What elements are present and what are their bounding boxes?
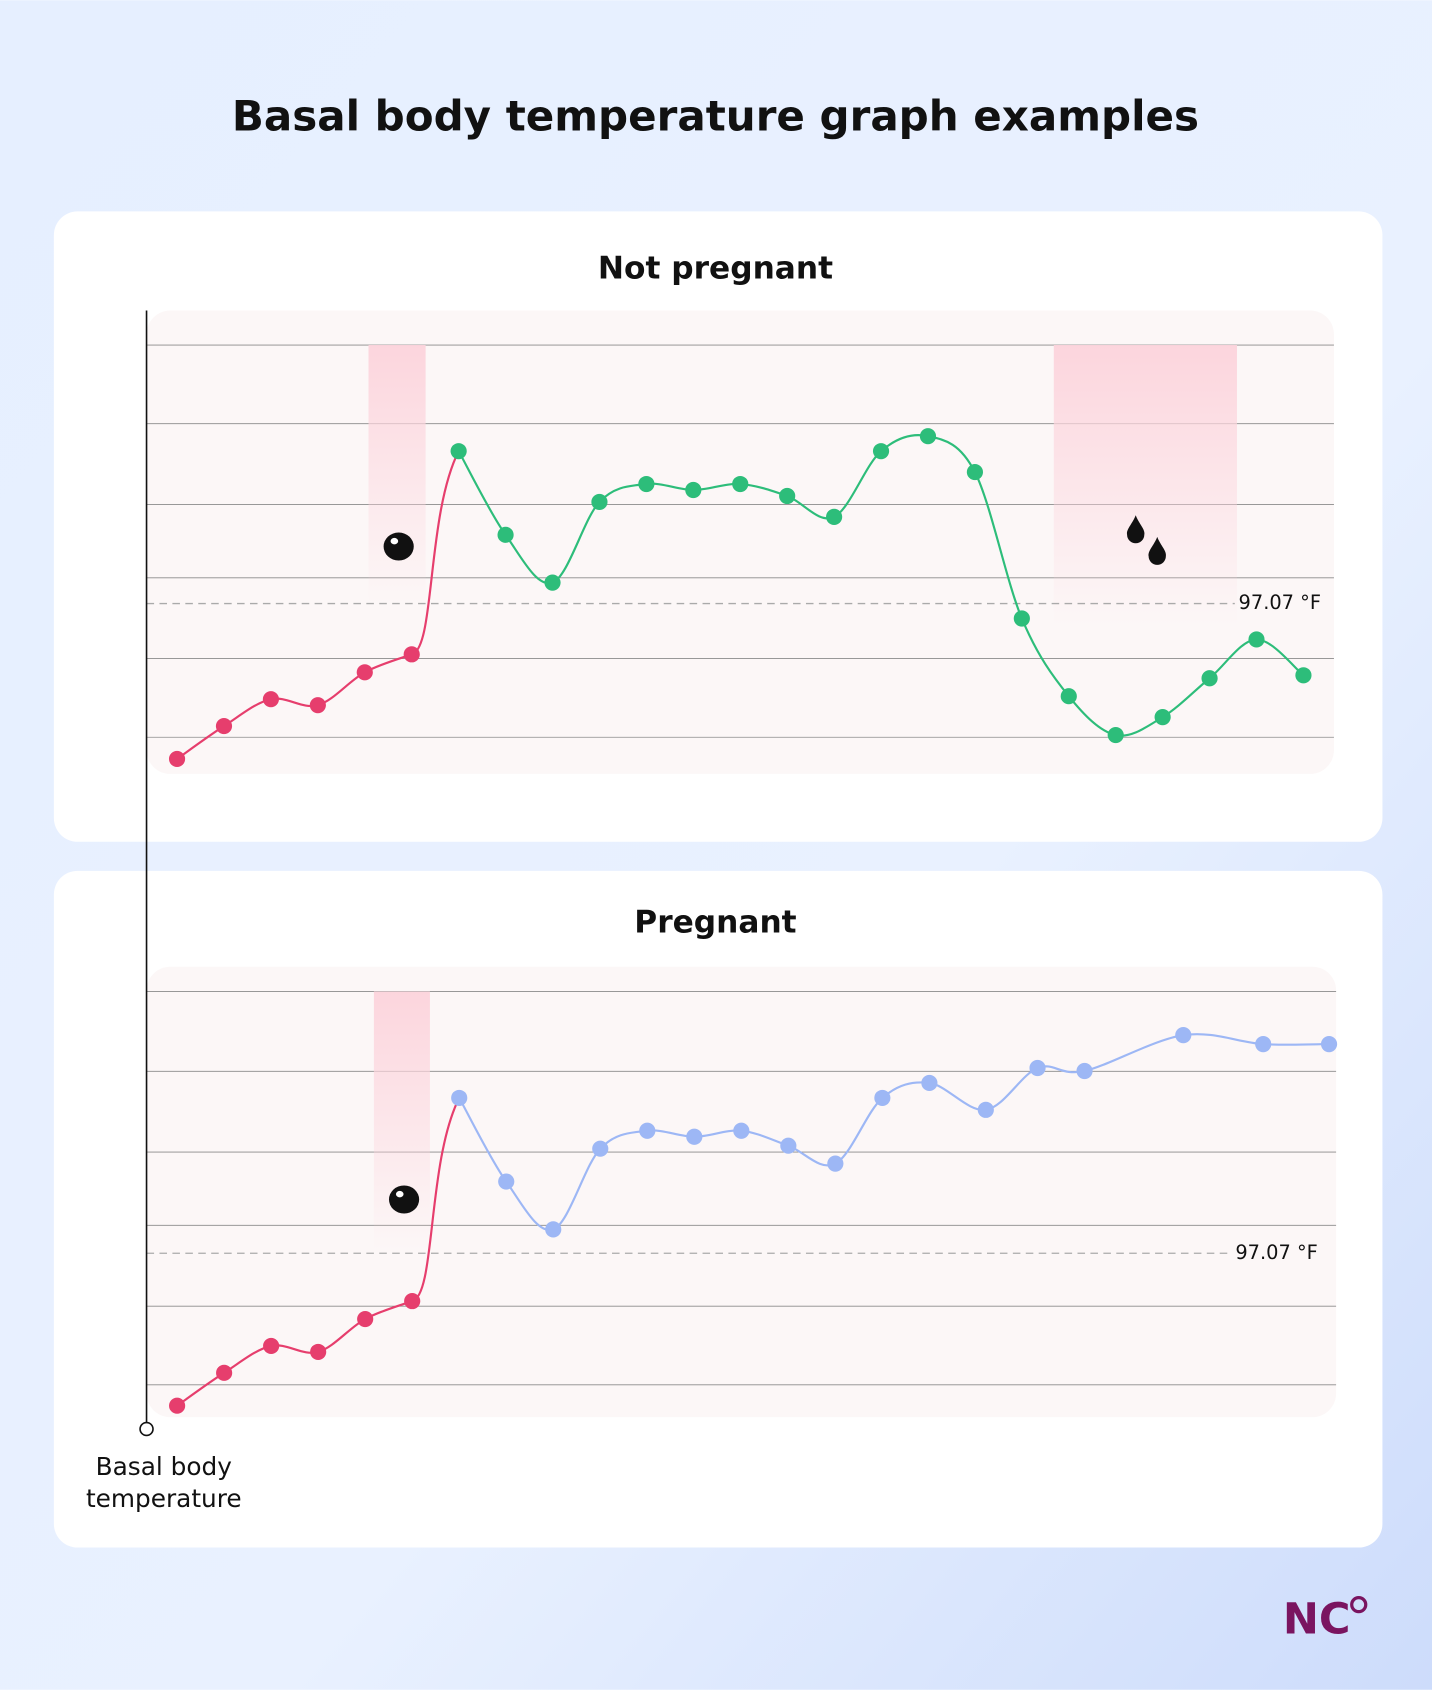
data-point bbox=[592, 1140, 609, 1157]
data-point bbox=[639, 1122, 656, 1139]
data-point bbox=[921, 1074, 938, 1092]
data-point bbox=[779, 487, 796, 505]
data-point bbox=[497, 526, 514, 543]
data-point bbox=[451, 1089, 468, 1106]
data-point bbox=[450, 443, 467, 460]
data-point bbox=[872, 443, 890, 460]
data-point bbox=[310, 1343, 327, 1360]
logo: NC bbox=[1283, 1594, 1351, 1644]
data-point bbox=[1255, 1036, 1272, 1053]
data-point bbox=[686, 1128, 703, 1145]
data-point bbox=[1013, 610, 1030, 627]
data-point bbox=[780, 1137, 797, 1154]
data-point bbox=[1320, 1036, 1338, 1053]
data-point bbox=[966, 463, 983, 481]
data-point bbox=[168, 750, 186, 768]
data-point bbox=[357, 1310, 374, 1328]
reference-label: 97.07 °F bbox=[1239, 591, 1321, 614]
data-point bbox=[1029, 1059, 1046, 1077]
period-icon bbox=[1148, 536, 1166, 565]
axis-end bbox=[139, 1421, 154, 1437]
data-point bbox=[591, 493, 608, 511]
data-point bbox=[733, 1122, 750, 1139]
data-point bbox=[403, 646, 420, 663]
data-point bbox=[977, 1101, 994, 1118]
plot-area bbox=[146, 966, 1337, 1418]
series-connector bbox=[411, 450, 460, 656]
data-point bbox=[1107, 726, 1124, 744]
data-point bbox=[685, 481, 702, 499]
ovulation-icon-shine bbox=[390, 537, 399, 545]
data-point bbox=[216, 1364, 233, 1381]
period-icon bbox=[1126, 515, 1145, 544]
ovulation-icon bbox=[388, 1185, 420, 1214]
data-point bbox=[544, 574, 561, 591]
data-point bbox=[1076, 1062, 1093, 1080]
data-point bbox=[262, 691, 279, 708]
reference-label: 97.07 °F bbox=[1235, 1241, 1317, 1264]
data-point bbox=[215, 717, 233, 735]
data-point bbox=[498, 1173, 515, 1190]
chart-title: Pregnant bbox=[634, 905, 796, 941]
data-point bbox=[1060, 688, 1077, 705]
data-point bbox=[1154, 709, 1171, 726]
data-point bbox=[404, 1293, 421, 1310]
ovulation-icon bbox=[383, 532, 414, 561]
logo-ring bbox=[1350, 1596, 1368, 1614]
phase-shade bbox=[1053, 345, 1237, 626]
y-axis-label: Basal body bbox=[96, 1452, 232, 1481]
charts: Not pregnant 97.07 °F Pregnant 97.07 °F bbox=[146, 251, 1338, 1418]
data-point bbox=[919, 428, 937, 445]
data-point bbox=[874, 1089, 891, 1106]
data-point bbox=[638, 475, 655, 493]
data-point bbox=[1248, 631, 1265, 648]
data-point bbox=[1295, 667, 1312, 684]
data-point bbox=[1201, 670, 1218, 687]
data-point bbox=[356, 664, 373, 681]
chart-title: Not pregnant bbox=[598, 251, 833, 287]
ovulation-icon-shine bbox=[395, 1190, 404, 1198]
y-axis-label: temperature bbox=[86, 1484, 242, 1513]
data-point bbox=[545, 1221, 562, 1238]
series-connector bbox=[411, 1097, 461, 1303]
data-point bbox=[169, 1397, 186, 1414]
page-title: Basal body temperature graph examples bbox=[232, 91, 1199, 140]
plot-area bbox=[146, 310, 1334, 774]
data-point bbox=[732, 475, 749, 493]
data-point bbox=[826, 508, 843, 525]
data-point bbox=[309, 697, 326, 714]
data-point bbox=[827, 1155, 844, 1172]
data-point bbox=[1175, 1027, 1192, 1044]
phase-shade bbox=[368, 345, 426, 604]
data-point bbox=[263, 1337, 280, 1355]
